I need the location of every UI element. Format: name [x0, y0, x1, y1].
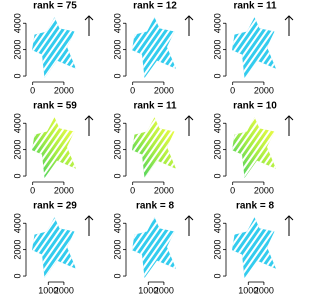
y-tick-label: 2000 [12, 240, 22, 260]
panel-title: rank = 59 [33, 101, 77, 112]
y-tick-label: 4000 [112, 113, 122, 133]
x-tick-label: 1000 [138, 285, 158, 295]
north-arrow-head [284, 215, 294, 221]
panel-title: rank = 75 [33, 1, 77, 12]
x-tick-label: 2000 [54, 185, 74, 195]
y-tick-label: 4000 [212, 213, 222, 233]
y-tick-label: 4000 [12, 213, 22, 233]
x-tick-label: 1000 [38, 285, 58, 295]
x-tick-label: 2000 [254, 185, 274, 195]
y-tick-label: 2000 [112, 140, 122, 160]
panel-title: rank = 11 [133, 101, 177, 112]
panel-title: rank = 12 [133, 1, 177, 12]
region-stripes [32, 217, 76, 278]
x-tick-label: 0 [130, 85, 135, 95]
x-tick-label: 2000 [254, 285, 274, 295]
y-tick-label: 4000 [112, 213, 122, 233]
x-tick-label: 2000 [154, 285, 174, 295]
region-stripes [232, 117, 276, 178]
region-stripes [232, 217, 276, 278]
y-tick-label: 2000 [12, 40, 22, 60]
north-arrow-head [84, 215, 94, 221]
y-tick-label: 0 [12, 74, 22, 79]
y-tick-label: 4000 [12, 113, 22, 133]
y-tick-label: 4000 [212, 13, 222, 33]
y-tick-label: 4000 [212, 113, 222, 133]
region-stripes [132, 17, 176, 79]
north-arrow-head [284, 15, 294, 21]
y-tick-label: 2000 [212, 140, 222, 160]
region-stripes [32, 117, 76, 178]
region-stripes [132, 217, 176, 278]
north-arrow-head [184, 115, 194, 121]
y-tick-label: 0 [12, 174, 22, 179]
north-arrow-head [184, 15, 194, 21]
region-stripes [232, 17, 276, 79]
y-tick-label: 2000 [12, 140, 22, 160]
figure: rank = 75 0 2000 0 2000 4000 rank = 12 0 2000 0 20… [12, 1, 294, 295]
north-arrow-head [84, 15, 94, 21]
y-tick-label: 2000 [112, 240, 122, 260]
north-arrow-head [284, 115, 294, 121]
panel-title: rank = 29 [33, 201, 77, 212]
x-tick-label: 1000 [238, 285, 258, 295]
x-tick-label: 0 [230, 85, 235, 95]
panel-title: rank = 8 [136, 201, 175, 212]
x-tick-label: 2000 [154, 185, 174, 195]
x-tick-label: 0 [130, 185, 135, 195]
north-arrow-head [184, 215, 194, 221]
x-tick-label: 2000 [254, 85, 274, 95]
panel-title: rank = 11 [233, 1, 277, 12]
y-tick-label: 0 [212, 174, 222, 179]
y-tick-label: 0 [12, 274, 22, 279]
x-tick-label: 0 [30, 185, 35, 195]
x-tick-label: 0 [30, 85, 35, 95]
y-tick-label: 4000 [112, 13, 122, 33]
region-stripes [132, 117, 176, 178]
x-tick-label: 2000 [54, 85, 74, 95]
x-tick-label: 2000 [154, 85, 174, 95]
y-tick-label: 0 [112, 74, 122, 79]
y-tick-label: 2000 [212, 240, 222, 260]
y-tick-label: 0 [112, 174, 122, 179]
region-stripes [32, 17, 76, 79]
panel-title: rank = 10 [233, 101, 277, 112]
x-tick-label: 0 [230, 185, 235, 195]
y-tick-label: 2000 [212, 40, 222, 60]
y-tick-label: 0 [212, 274, 222, 279]
y-tick-label: 2000 [112, 40, 122, 60]
y-tick-label: 0 [212, 74, 222, 79]
y-tick-label: 4000 [12, 13, 22, 33]
panel-title: rank = 8 [236, 201, 275, 212]
y-tick-label: 0 [112, 274, 122, 279]
north-arrow-head [84, 115, 94, 121]
x-tick-label: 2000 [54, 285, 74, 295]
